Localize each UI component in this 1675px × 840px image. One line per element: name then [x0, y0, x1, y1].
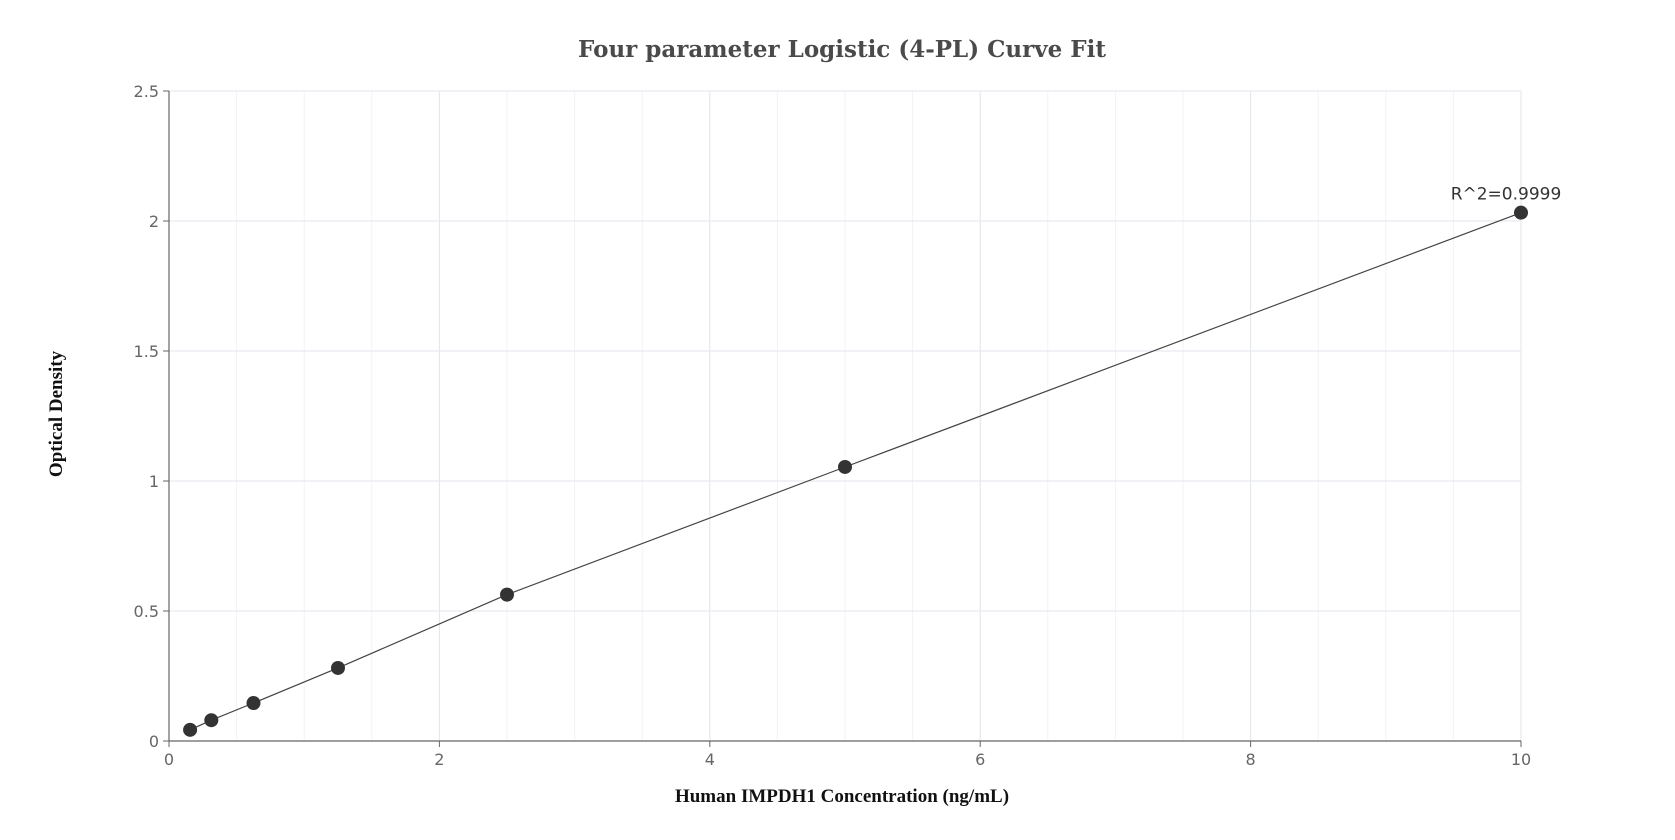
y-tick-label: 0.5: [134, 602, 159, 621]
fit-curve-layer: [189, 212, 1522, 731]
data-point: [183, 722, 198, 737]
x-tick-label: 8: [1246, 750, 1256, 769]
y-tick-label: 2: [149, 212, 159, 231]
data-point: [838, 459, 852, 474]
x-tick-label: 6: [975, 750, 985, 769]
data-points: [183, 205, 1528, 737]
r-squared-annotation: R^2=0.9999: [1451, 185, 1562, 205]
chart-title: Four parameter Logistic (4-PL) Curve Fit: [578, 36, 1106, 63]
data-point: [500, 587, 514, 602]
fit-curve-line: [189, 212, 1522, 731]
data-point: [1514, 205, 1528, 220]
y-tick-label: 1.5: [134, 342, 159, 361]
y-axis-label: Optical Density: [46, 350, 67, 477]
y-tick-label: 0: [149, 732, 159, 751]
x-tick-label: 2: [434, 750, 444, 769]
x-axis-label: Human IMPDH1 Concentration (ng/mL): [675, 786, 1009, 807]
data-point: [331, 660, 345, 675]
x-tick-label: 0: [164, 750, 174, 769]
y-tick-label: 2.5: [134, 82, 159, 101]
data-point: [246, 696, 261, 711]
data-point: [204, 713, 219, 728]
x-tick-label: 4: [705, 750, 715, 769]
x-tick-label: 10: [1511, 750, 1531, 769]
axes: 0 2 4 6 8 10 0 0.5 1 1.5 2 2.5: [134, 82, 1532, 769]
y-tick-label: 1: [149, 472, 159, 491]
grid: [168, 90, 1522, 742]
